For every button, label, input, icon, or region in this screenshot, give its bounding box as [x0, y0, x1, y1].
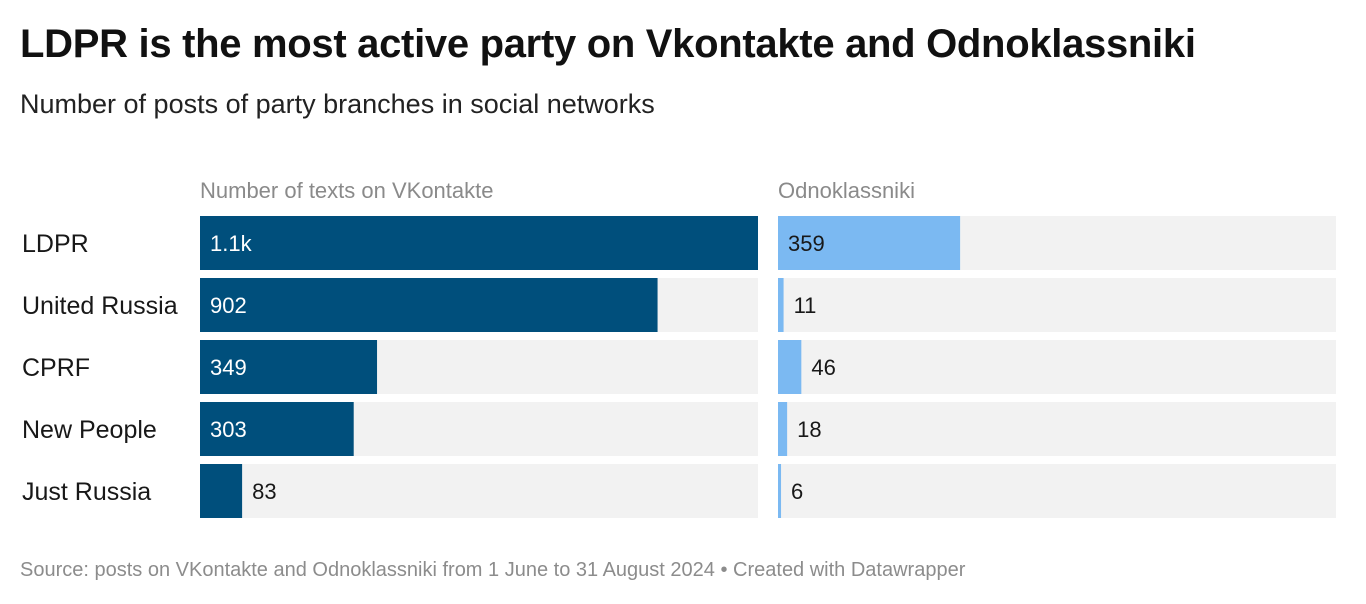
ok-bar-ldpr — [778, 216, 961, 270]
category-label-cprf: CPRF — [22, 354, 90, 382]
ok-bar-cprf — [778, 340, 802, 394]
ok-column-header: Odnoklassniki — [778, 178, 915, 203]
vk-bar-ldpr — [200, 216, 758, 270]
category-label-new-people: New People — [22, 416, 157, 444]
ok-track-new-people — [778, 402, 1336, 456]
ok-bar-new-people — [778, 402, 788, 456]
ok-bar-just-russia — [778, 464, 782, 518]
chart-footer: Source: posts on VKontakte and Odnoklass… — [20, 559, 965, 582]
source-note: Source: posts on VKontakte and Odnoklass… — [20, 559, 715, 581]
chart-subtitle: Number of posts of party branches in soc… — [20, 89, 655, 119]
vk-bar-united-russia — [200, 278, 658, 332]
chart-title: LDPR is the most active party on Vkontak… — [20, 22, 1196, 66]
ok-bar-united-russia — [778, 278, 784, 332]
ok-value-label-ldpr: 359 — [788, 231, 825, 256]
category-label-just-russia: Just Russia — [22, 478, 151, 506]
vk-value-label-new-people: 303 — [210, 417, 247, 442]
vk-bar-just-russia — [200, 464, 243, 518]
ok-value-label-cprf: 46 — [811, 355, 835, 380]
vk-column-header: Number of texts on VKontakte — [200, 178, 494, 203]
vk-value-label-just-russia: 83 — [252, 479, 276, 504]
datawrapper-credit: Created with Datawrapper — [733, 559, 966, 581]
ok-track-united-russia — [778, 278, 1336, 332]
vk-bar-cprf — [200, 340, 378, 394]
ok-track-cprf — [778, 340, 1336, 394]
category-label-ldpr: LDPR — [22, 230, 89, 258]
vk-value-label-ldpr: 1.1k — [210, 231, 253, 256]
category-label-united-russia: United Russia — [22, 292, 178, 320]
ok-track-just-russia — [778, 464, 1336, 518]
ok-value-label-new-people: 18 — [797, 417, 821, 442]
vk-bar-new-people — [200, 402, 354, 456]
footer-separator: • — [720, 559, 728, 581]
ok-value-label-united-russia: 11 — [794, 293, 817, 318]
vk-value-label-united-russia: 902 — [210, 293, 247, 318]
vk-track-just-russia — [200, 464, 758, 518]
vk-value-label-cprf: 349 — [210, 355, 247, 380]
ok-value-label-just-russia: 6 — [791, 479, 803, 504]
